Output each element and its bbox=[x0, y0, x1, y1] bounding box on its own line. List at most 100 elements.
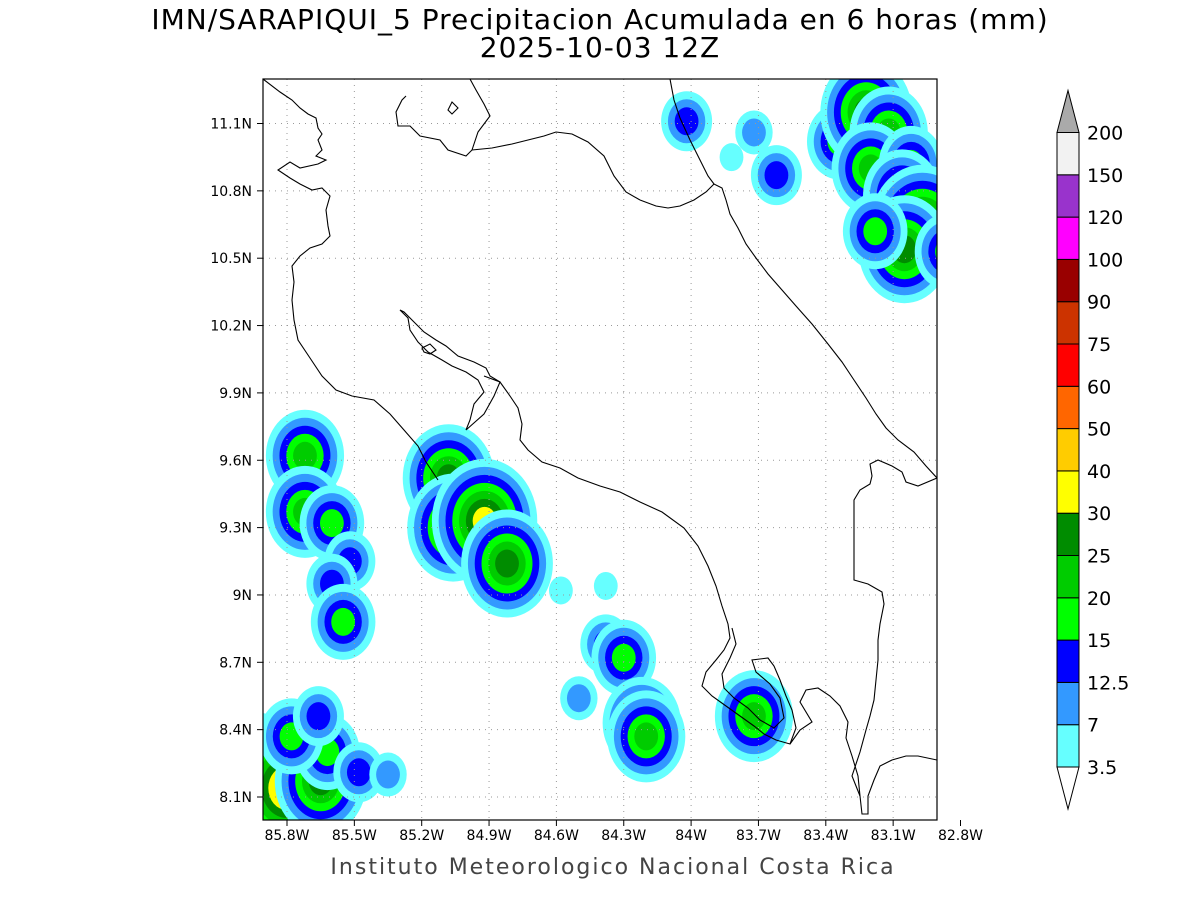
precip-contour-3.5 bbox=[975, 147, 1026, 207]
precip-contour-3.5 bbox=[978, 335, 1015, 379]
precip-contour-12.5 bbox=[306, 702, 331, 731]
colorbar-label: 90 bbox=[1087, 292, 1111, 314]
precip-contour-20 bbox=[634, 722, 659, 751]
map-gridlines bbox=[263, 79, 937, 820]
colorbar-label: 200 bbox=[1087, 123, 1123, 145]
colorbar-label: 75 bbox=[1087, 334, 1111, 356]
coastline-pacific-central bbox=[483, 375, 797, 745]
colorbar-lower-triangle bbox=[1056, 766, 1080, 811]
coastline-pacific-north bbox=[263, 79, 439, 481]
precip-cell bbox=[369, 752, 407, 797]
precip-contour-25 bbox=[495, 549, 519, 578]
colorbar-label: 60 bbox=[1087, 376, 1111, 398]
precip-contour-12.5 bbox=[346, 758, 371, 787]
credit-label: Instituto Meteorologico Nacional Costa R… bbox=[330, 855, 896, 880]
border-panama-cr bbox=[851, 459, 937, 797]
lon-tick-label: 84W bbox=[675, 828, 707, 844]
map-frame-background bbox=[263, 79, 937, 820]
colorbar-bin-120 bbox=[1056, 174, 1080, 218]
colorbar-label: 120 bbox=[1087, 207, 1123, 229]
map-frame-border bbox=[262, 78, 938, 821]
colorbar-label: 3.5 bbox=[1087, 757, 1117, 779]
colorbar-bin-150 bbox=[1056, 132, 1080, 176]
colorbar-bin-20 bbox=[1056, 555, 1080, 599]
map-subtitle-date: 2025-10-03 12Z bbox=[479, 31, 721, 64]
lat-tick-label: 8.7N bbox=[219, 655, 252, 671]
colorbar-bin-30 bbox=[1056, 470, 1080, 514]
precip-contour-15 bbox=[320, 509, 344, 538]
precip-contour-15 bbox=[611, 643, 636, 672]
precip-contour-12.5 bbox=[928, 232, 937, 271]
precip-cell bbox=[661, 91, 713, 152]
colorbar-bin-12.5 bbox=[1056, 639, 1080, 683]
precip-cell bbox=[560, 676, 598, 721]
colorbar-bin-200 bbox=[1056, 88, 1080, 133]
lon-tick-label: 83.1W bbox=[871, 828, 916, 844]
colorbar-label: 12.5 bbox=[1087, 672, 1129, 694]
precip-contour-7 bbox=[1005, 231, 1029, 259]
precip-contour-20 bbox=[293, 441, 317, 470]
lon-tick-label: 85.2W bbox=[399, 828, 444, 844]
border-nicaragua-cr bbox=[471, 131, 641, 201]
precip-cell bbox=[607, 690, 686, 783]
precip-contour-7 bbox=[985, 343, 1009, 371]
lat-tick-label: 9.9N bbox=[219, 386, 252, 402]
precipitation-field bbox=[263, 79, 1035, 820]
precip-contour-3.5 bbox=[548, 576, 573, 605]
coastline bbox=[263, 79, 937, 815]
lon-tick-label: 85.8W bbox=[264, 828, 309, 844]
lat-tick-label: 8.4N bbox=[219, 723, 252, 739]
precip-cell bbox=[842, 193, 908, 270]
lat-tick-label: 9N bbox=[233, 588, 252, 604]
colorbar-label: 15 bbox=[1087, 630, 1111, 652]
lat-tick-label: 11.1N bbox=[210, 117, 252, 133]
colorbar-label: 40 bbox=[1087, 461, 1111, 483]
colorbar-label: 20 bbox=[1087, 588, 1111, 610]
colorbar-bin-75 bbox=[1056, 301, 1080, 345]
colorbar-bin-3.5 bbox=[1056, 724, 1080, 768]
coastline-caribbean bbox=[639, 183, 937, 479]
lon-tick-label: 85.5W bbox=[332, 828, 377, 844]
precip-cell bbox=[953, 262, 1004, 322]
precip-cell bbox=[593, 571, 618, 600]
precip-contour-3.5 bbox=[998, 223, 1035, 267]
colorbar-label: 150 bbox=[1087, 165, 1123, 187]
map-axes: 85.8W 85.5W 85.2W 84.9W 84.6W 84.3W 84W 83.7W 83… bbox=[210, 117, 983, 845]
precip-cell bbox=[292, 686, 344, 747]
colorbar-bin-7 bbox=[1056, 681, 1080, 726]
precip-cell bbox=[719, 143, 744, 172]
precip-cell bbox=[914, 215, 937, 288]
precip-contour-12.5 bbox=[967, 278, 991, 306]
colorbar-label: 25 bbox=[1087, 546, 1111, 568]
precip-contour-3.5 bbox=[593, 571, 618, 600]
precip-contour-7 bbox=[742, 118, 766, 147]
precip-contour-12.5 bbox=[674, 107, 699, 136]
precip-contour-7 bbox=[982, 155, 1019, 199]
colorbar-bin-50 bbox=[1056, 385, 1080, 430]
precip-contour-15 bbox=[863, 217, 888, 246]
lon-tick-label: 82.8W bbox=[938, 828, 983, 844]
colorbar-bin-90 bbox=[1056, 258, 1080, 303]
precip-contour-15 bbox=[935, 243, 937, 259]
colorbar-bin-100 bbox=[1056, 216, 1080, 260]
lon-tick-label: 83.4W bbox=[803, 828, 848, 844]
precip-cell bbox=[735, 110, 773, 155]
precip-cell bbox=[548, 576, 573, 605]
precip-contour-12.5 bbox=[989, 163, 1013, 191]
colorbar-label: 100 bbox=[1087, 249, 1123, 271]
island-chira bbox=[421, 343, 437, 355]
precip-contour-7 bbox=[376, 760, 400, 789]
colorbar: 3.5 7 12.5 15 20 25 30 40 50 60 75 90 100 120 150 200 bbox=[1056, 88, 1129, 811]
lon-tick-label: 83.7W bbox=[736, 828, 781, 844]
precip-contour-3.5 bbox=[719, 143, 744, 172]
precip-contour-3.5 bbox=[953, 262, 1004, 322]
colorbar-label: 50 bbox=[1087, 419, 1111, 441]
precip-contour-15 bbox=[331, 607, 356, 636]
lat-tick-label: 10.8N bbox=[210, 184, 252, 200]
lat-tick-label: 10.2N bbox=[210, 319, 252, 335]
colorbar-bin-60 bbox=[1056, 343, 1080, 387]
lat-tick-label: 9.3N bbox=[219, 521, 252, 537]
colorbar-label: 7 bbox=[1087, 715, 1099, 737]
precip-contour-7 bbox=[960, 270, 997, 314]
colorbar-bin-40 bbox=[1056, 428, 1080, 472]
